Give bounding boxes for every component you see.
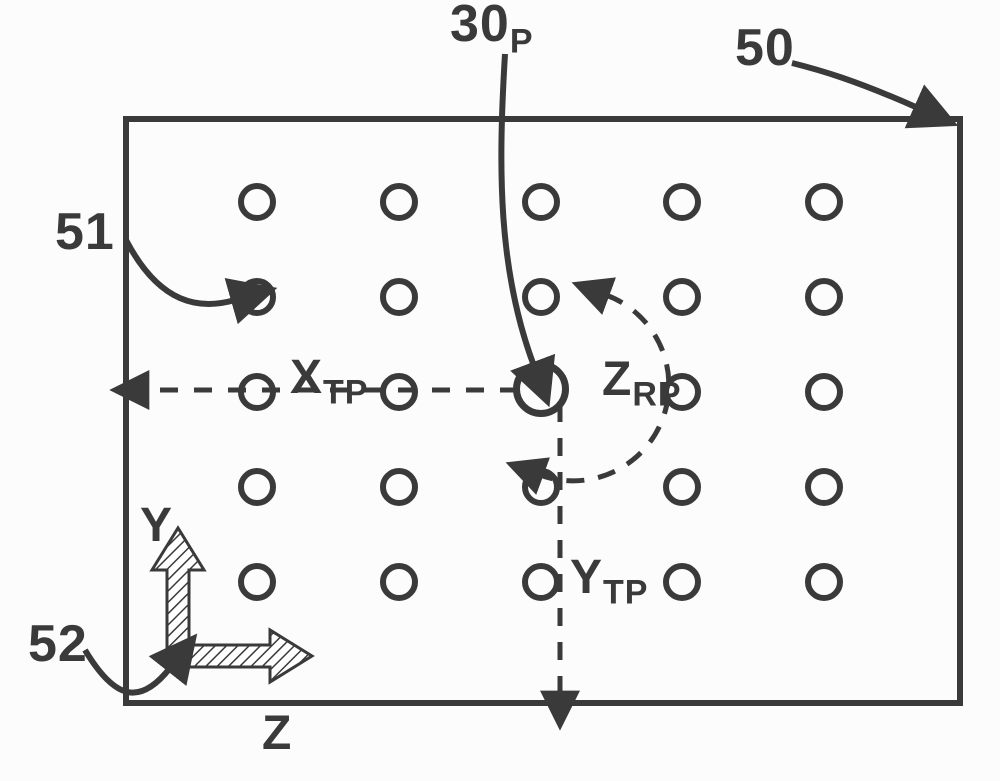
grid-hole bbox=[805, 563, 843, 601]
label-30p: 30P bbox=[450, 0, 534, 61]
z-axis-arrow bbox=[178, 630, 312, 682]
grid-hole bbox=[663, 183, 701, 221]
grid-hole bbox=[663, 278, 701, 316]
label-YTP-main: Y bbox=[570, 551, 603, 604]
label-52: 52 bbox=[28, 614, 88, 674]
label-50: 50 bbox=[735, 18, 795, 78]
grid-hole bbox=[238, 183, 276, 221]
leader-50 bbox=[792, 63, 918, 108]
label-YTP-sub: TP bbox=[603, 574, 648, 612]
grid-hole bbox=[805, 373, 843, 411]
grid-hole bbox=[238, 373, 276, 411]
label-30p-main: 30 bbox=[450, 0, 510, 53]
grid-hole bbox=[238, 278, 276, 316]
grid-hole bbox=[380, 183, 418, 221]
grid-hole bbox=[380, 563, 418, 601]
label-XTP-main: X bbox=[290, 351, 323, 404]
grid-hole bbox=[380, 278, 418, 316]
label-YTP: YTP bbox=[570, 550, 648, 613]
label-Y-axis: Y bbox=[140, 498, 173, 553]
leader-52 bbox=[85, 650, 170, 693]
grid-hole bbox=[238, 563, 276, 601]
label-30p-sub: P bbox=[510, 22, 534, 60]
grid-hole bbox=[805, 183, 843, 221]
grid-hole bbox=[522, 278, 560, 316]
grid-hole bbox=[522, 563, 560, 601]
label-XTP-sub: TP bbox=[323, 374, 368, 412]
grid-hole bbox=[663, 563, 701, 601]
grid-hole bbox=[805, 468, 843, 506]
diagram-stage: 30P 50 51 52 Y Z XTP YTP ZRP bbox=[0, 0, 1000, 781]
label-Z-axis: Z bbox=[262, 706, 292, 761]
grid-hole bbox=[522, 468, 560, 506]
grid-hole bbox=[380, 373, 418, 411]
grid-hole bbox=[380, 468, 418, 506]
grid-hole bbox=[238, 468, 276, 506]
label-ZRP-sub: RP bbox=[632, 376, 681, 414]
target-point-30p bbox=[513, 361, 569, 417]
label-ZRP: ZRP bbox=[602, 352, 682, 415]
grid-hole bbox=[522, 183, 560, 221]
svg-overlay bbox=[0, 0, 1000, 781]
label-XTP: XTP bbox=[290, 350, 368, 413]
label-ZRP-main: Z bbox=[602, 353, 632, 406]
grid-hole bbox=[805, 278, 843, 316]
grid-hole bbox=[663, 468, 701, 506]
label-51: 51 bbox=[55, 202, 115, 262]
leader-51 bbox=[126, 240, 235, 304]
